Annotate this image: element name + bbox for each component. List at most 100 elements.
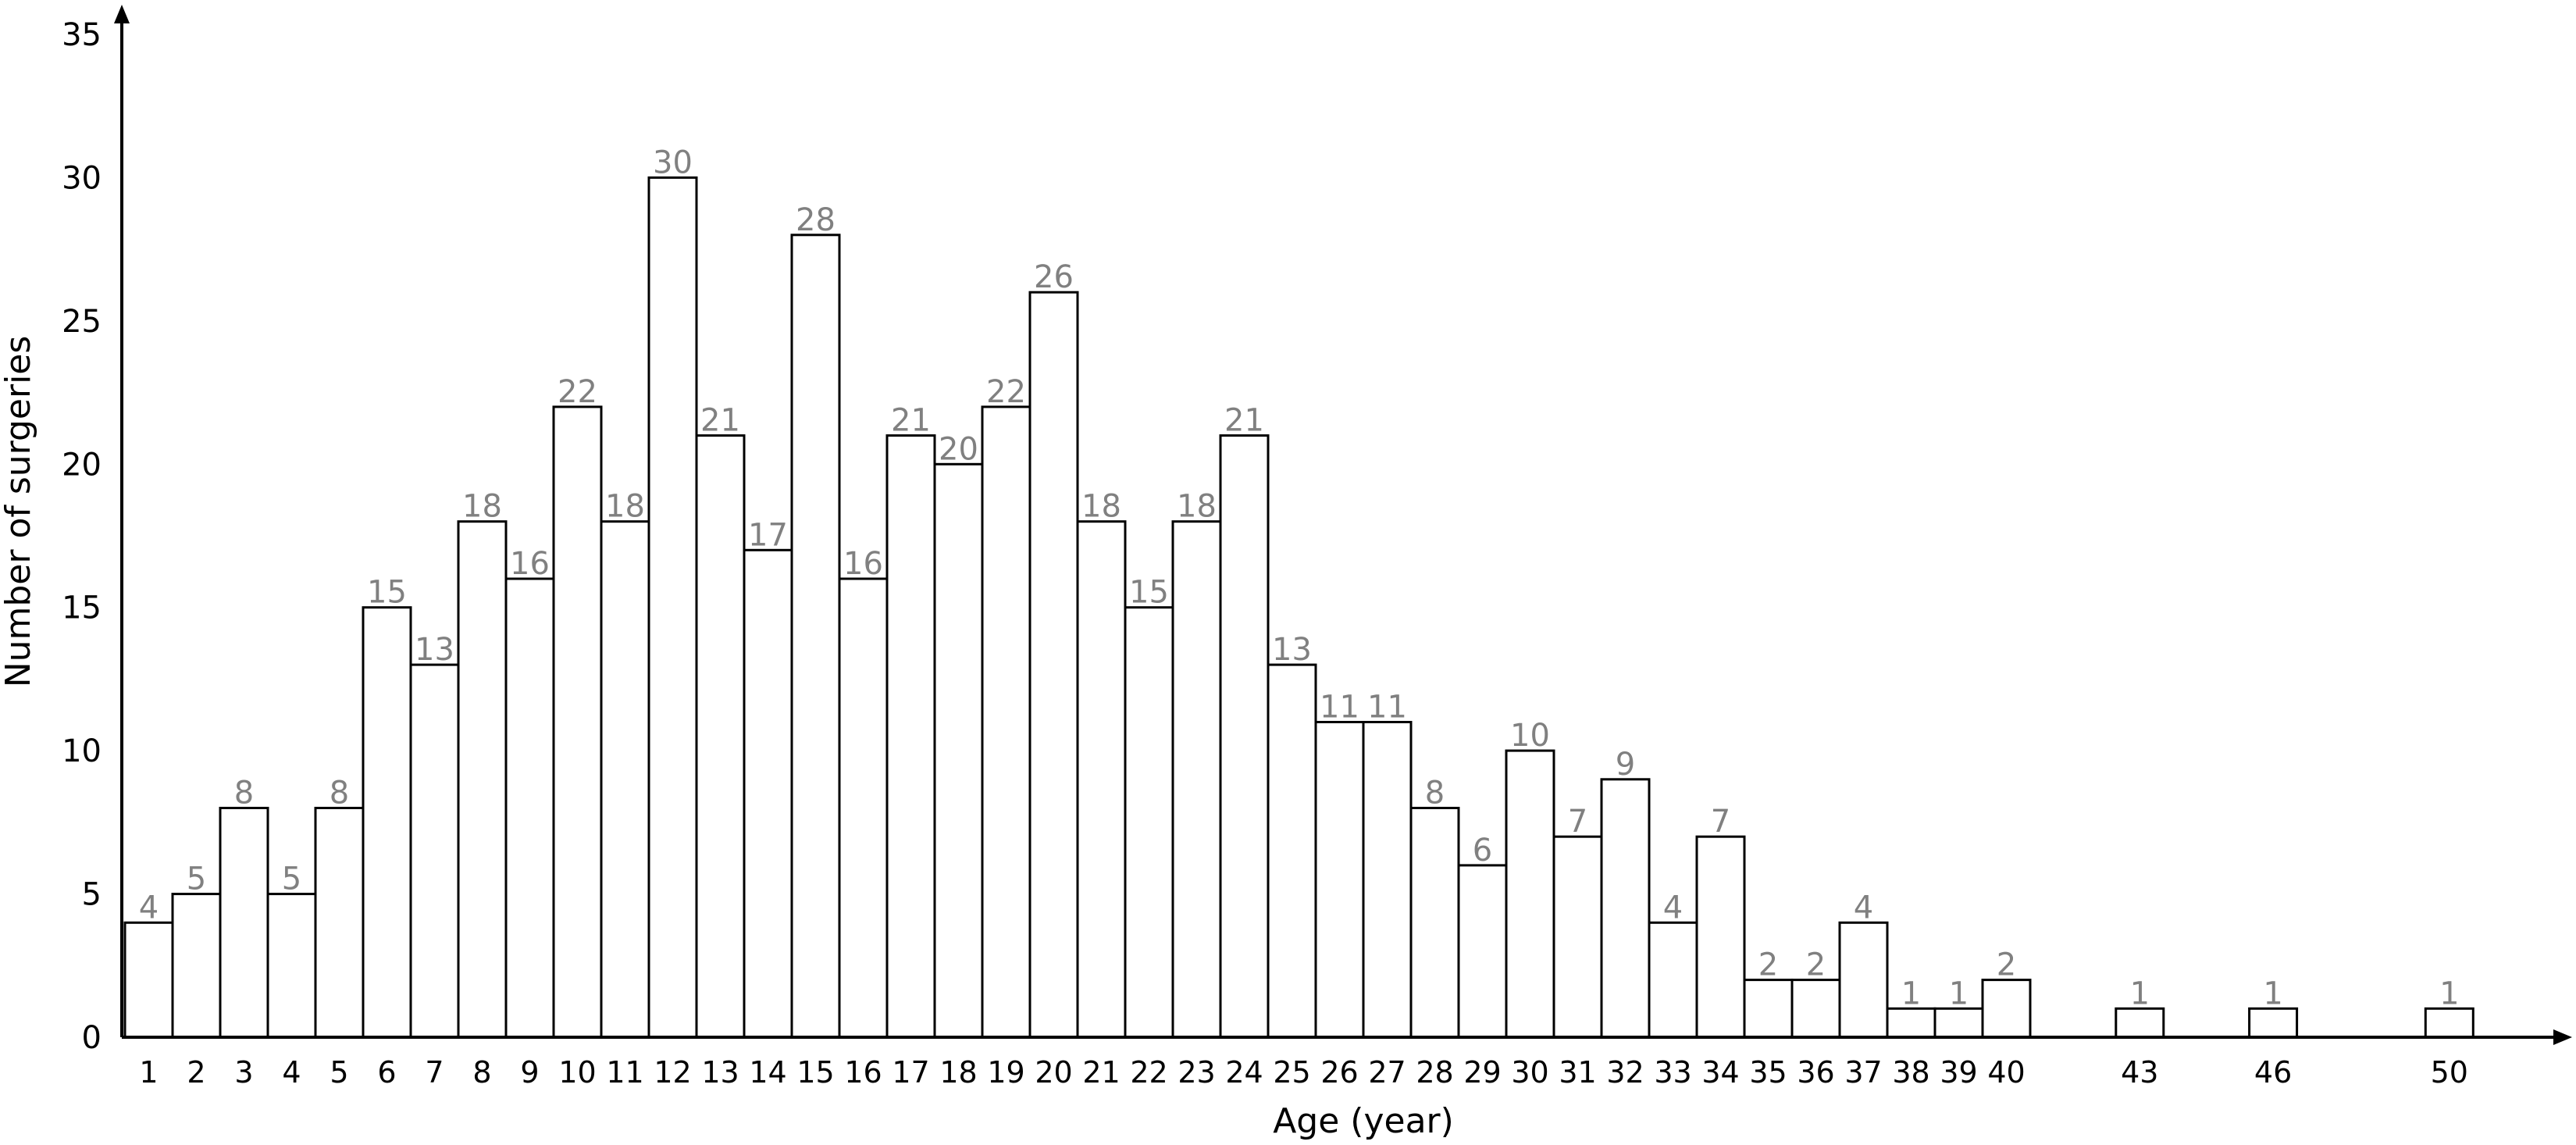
y-tick-label-0: 0 — [82, 1020, 102, 1056]
bar-age-5 — [314, 807, 365, 1039]
x-tick-label-12: 12 — [654, 1055, 691, 1090]
data-label-age-31: 7 — [1568, 804, 1587, 840]
bar-age-35 — [1743, 979, 1794, 1039]
y-tick-label-25: 25 — [62, 304, 102, 340]
bar-age-1 — [123, 921, 174, 1039]
bar-age-12 — [647, 176, 698, 1039]
x-axis-title: Age (year) — [1273, 1101, 1454, 1141]
bar-age-7 — [409, 663, 460, 1039]
bar-age-17 — [885, 434, 936, 1039]
bar-age-18 — [933, 462, 984, 1039]
bar-age-36 — [1790, 979, 1841, 1039]
x-tick-label-15: 15 — [796, 1055, 834, 1090]
bar-age-46 — [2248, 1007, 2299, 1039]
data-label-age-15: 28 — [796, 202, 836, 238]
x-tick-label-27: 27 — [1368, 1055, 1406, 1090]
bar-age-10 — [552, 405, 603, 1039]
y-tick-label-15: 15 — [62, 590, 102, 626]
x-tick-label-11: 11 — [606, 1055, 643, 1090]
y-tick-label-10: 10 — [62, 733, 102, 769]
bar-age-6 — [362, 606, 412, 1039]
bar-age-43 — [2115, 1007, 2165, 1039]
bar-age-14 — [743, 548, 793, 1039]
x-tick-label-19: 19 — [987, 1055, 1024, 1090]
data-label-age-16: 16 — [843, 546, 883, 582]
bar-age-24 — [1219, 434, 1270, 1039]
x-tick-label-16: 16 — [844, 1055, 882, 1090]
bar-age-8 — [457, 520, 508, 1039]
x-tick-label-35: 35 — [1749, 1055, 1787, 1090]
x-tick-label-18: 18 — [939, 1055, 977, 1090]
bar-age-39 — [1933, 1007, 1984, 1039]
bar-age-16 — [838, 577, 889, 1039]
data-labels: 4585815131816221830211728162120222618151… — [139, 144, 2460, 1011]
bar-age-13 — [695, 434, 746, 1039]
data-label-age-43: 1 — [2130, 976, 2150, 1011]
x-tick-label-30: 30 — [1511, 1055, 1548, 1090]
data-label-age-25: 13 — [1272, 632, 1312, 668]
bar-age-50 — [2424, 1007, 2474, 1039]
bar-age-15 — [790, 234, 841, 1039]
x-tick-label-28: 28 — [1416, 1055, 1453, 1090]
bar-age-20 — [1028, 291, 1079, 1039]
y-tick-label-5: 5 — [82, 877, 102, 913]
data-label-age-22: 15 — [1129, 575, 1169, 611]
data-label-age-35: 2 — [1758, 947, 1778, 983]
y-tick-label-30: 30 — [62, 160, 102, 196]
x-tick-label-13: 13 — [701, 1055, 739, 1090]
axes — [114, 5, 2572, 1045]
data-label-age-12: 30 — [653, 144, 693, 180]
data-label-age-28: 8 — [1425, 776, 1445, 811]
x-tick-label-23: 23 — [1178, 1055, 1215, 1090]
y-axis-title: Number of surgeries — [0, 336, 38, 688]
x-tick-label-32: 32 — [1606, 1055, 1644, 1090]
x-axis-arrow — [2553, 1029, 2572, 1045]
data-label-age-3: 8 — [234, 776, 254, 811]
bars — [123, 176, 2474, 1039]
bar-age-31 — [1552, 835, 1603, 1039]
bar-age-33 — [1648, 921, 1698, 1039]
bar-age-4 — [266, 893, 317, 1039]
data-label-age-5: 8 — [330, 776, 349, 811]
bar-age-21 — [1076, 520, 1127, 1039]
x-tick-label-7: 7 — [425, 1055, 444, 1090]
data-label-age-38: 1 — [1901, 976, 1921, 1011]
y-tick-label-35: 35 — [62, 17, 102, 53]
data-label-age-36: 2 — [1806, 947, 1826, 983]
x-tick-label-50: 50 — [2431, 1055, 2468, 1090]
data-label-age-39: 1 — [1949, 976, 1969, 1011]
data-label-age-26: 11 — [1320, 690, 1359, 726]
bar-age-29 — [1457, 864, 1508, 1039]
y-tick-label-20: 20 — [62, 447, 102, 483]
bar-age-32 — [1600, 778, 1651, 1039]
x-tick-label-17: 17 — [892, 1055, 929, 1090]
bar-age-19 — [981, 405, 1031, 1039]
data-label-age-23: 18 — [1177, 489, 1217, 525]
bar-age-9 — [504, 577, 555, 1039]
data-label-age-10: 22 — [558, 374, 597, 410]
x-tick-label-6: 6 — [377, 1055, 396, 1090]
x-tick-label-39: 39 — [1940, 1055, 1977, 1090]
data-label-age-8: 18 — [462, 489, 502, 525]
x-tick-label-25: 25 — [1273, 1055, 1310, 1090]
data-label-age-20: 26 — [1034, 259, 1074, 295]
x-tick-label-31: 31 — [1559, 1055, 1596, 1090]
x-tick-label-38: 38 — [1892, 1055, 1929, 1090]
bar-age-28 — [1409, 807, 1460, 1039]
data-label-age-27: 11 — [1367, 690, 1407, 726]
bar-age-26 — [1314, 721, 1365, 1039]
data-label-age-33: 4 — [1663, 890, 1683, 926]
x-tick-label-4: 4 — [282, 1055, 301, 1090]
data-label-age-29: 6 — [1473, 833, 1492, 869]
x-tick-label-36: 36 — [1797, 1055, 1834, 1090]
x-tick-label-20: 20 — [1035, 1055, 1072, 1090]
data-label-age-32: 9 — [1616, 747, 1635, 783]
x-tick-label-1: 1 — [139, 1055, 158, 1090]
data-label-age-37: 4 — [1854, 890, 1873, 926]
bar-age-27 — [1362, 721, 1413, 1039]
data-label-age-2: 5 — [187, 861, 206, 897]
x-tick-label-24: 24 — [1225, 1055, 1263, 1090]
data-label-age-50: 1 — [2439, 976, 2459, 1011]
x-tick-label-21: 21 — [1082, 1055, 1120, 1090]
data-label-age-34: 7 — [1711, 804, 1730, 840]
